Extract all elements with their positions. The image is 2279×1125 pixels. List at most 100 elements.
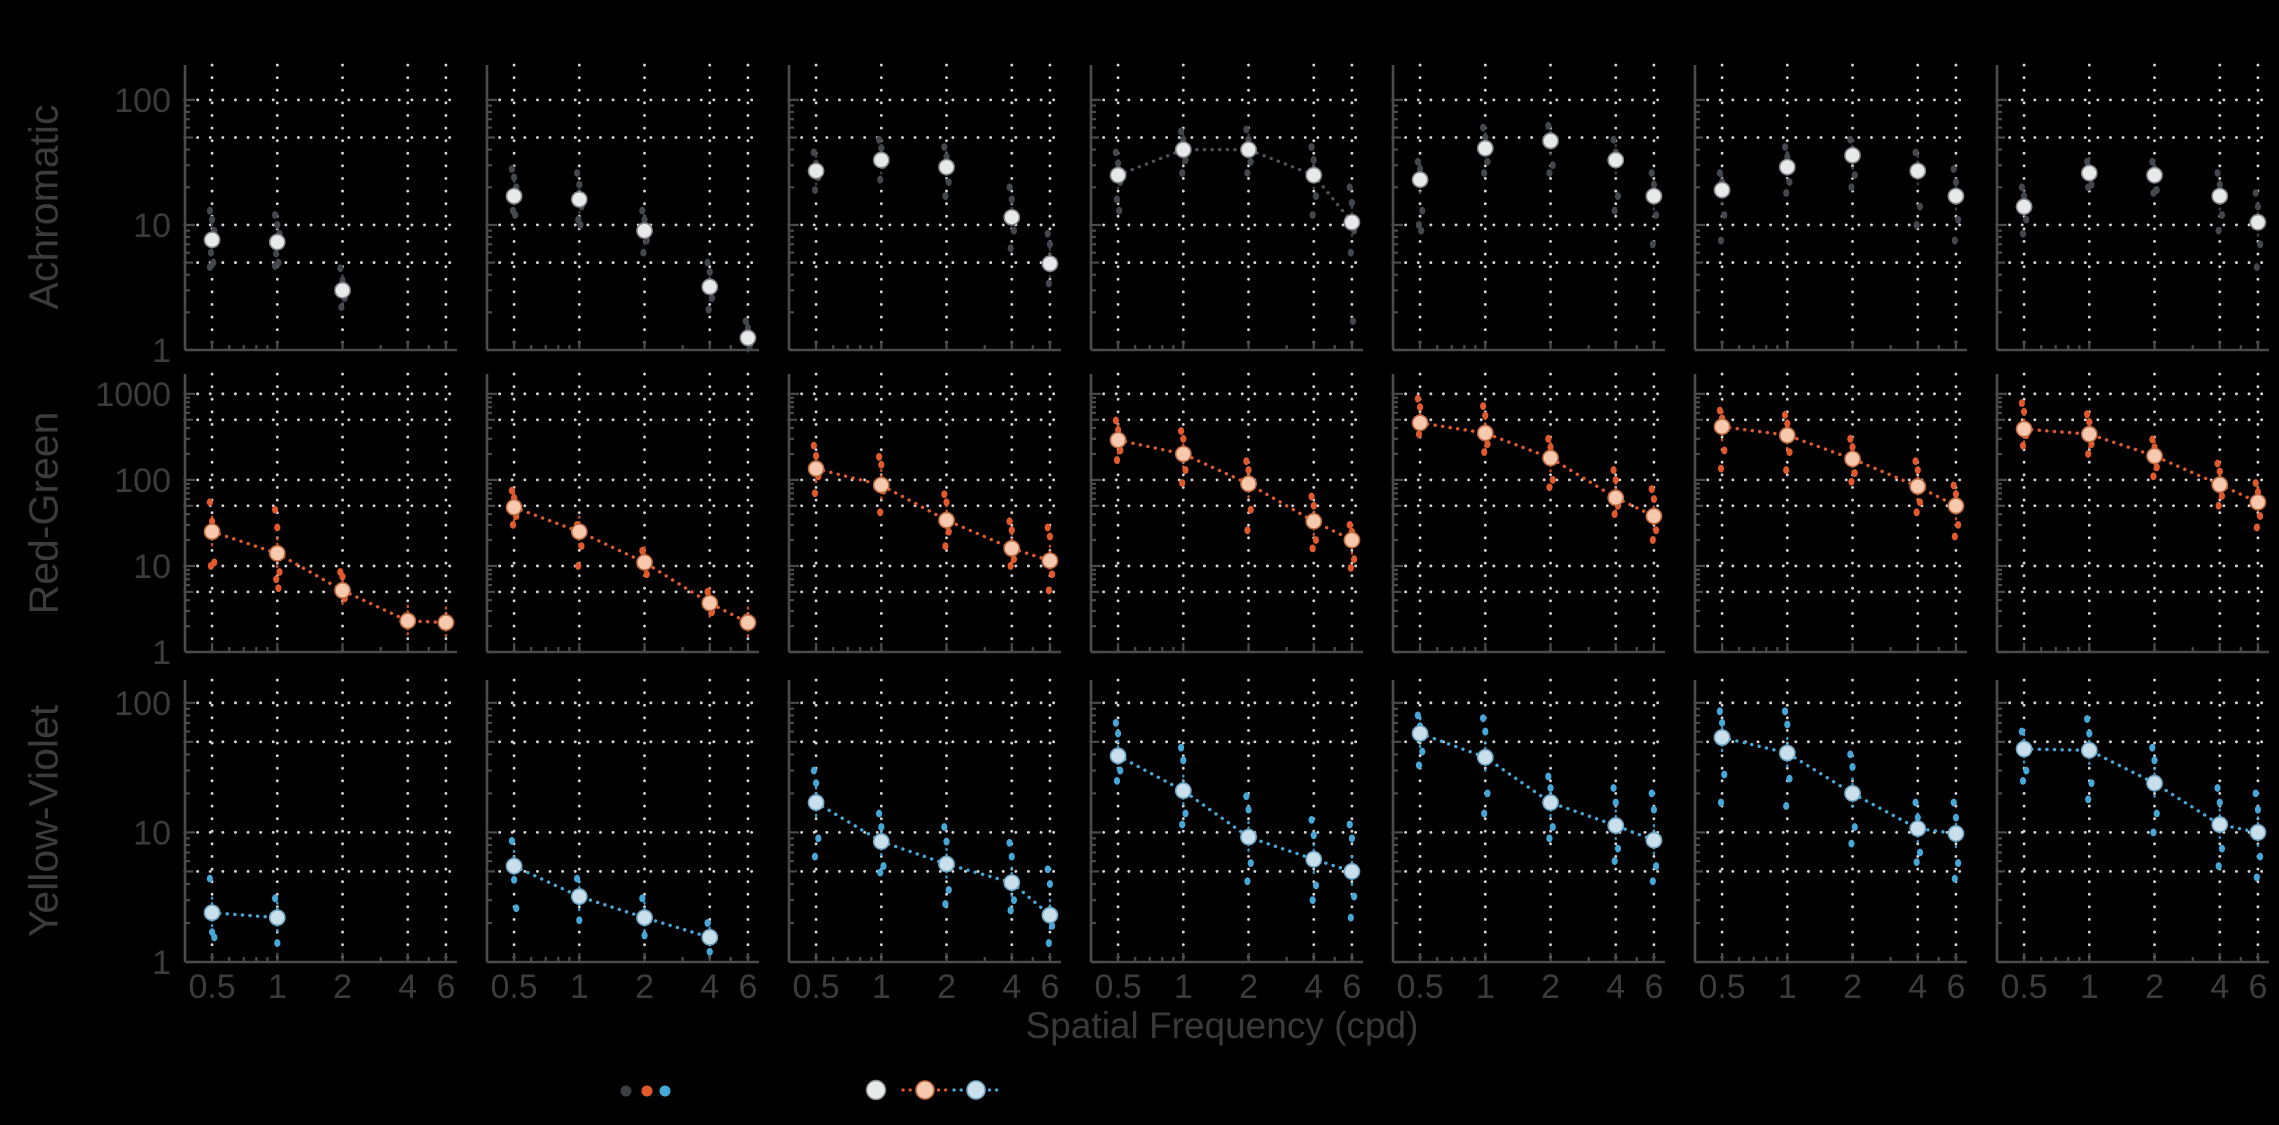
- scatter-point: [1116, 206, 1123, 215]
- scatter-point: [575, 562, 582, 570]
- scatter-point: [2023, 215, 2030, 224]
- scatter-point: [1546, 834, 1553, 843]
- x-tick-label: 0.5: [2000, 968, 2047, 1006]
- panel-r2-c6: [1693, 372, 1969, 654]
- scatter-point: [272, 505, 279, 514]
- scatter-point: [1178, 427, 1185, 435]
- scatter-point: [640, 248, 647, 257]
- panel-r2-c3: [787, 372, 1063, 654]
- mean-marker: [872, 151, 890, 169]
- mean-marker: [2080, 164, 2098, 182]
- scatter-point: [1482, 133, 1489, 142]
- scatter-point: [1950, 798, 1957, 807]
- scatter-point: [1611, 857, 1618, 866]
- scatter-point: [1312, 192, 1320, 201]
- scatter-point: [2019, 229, 2027, 238]
- scatter-point: [1951, 874, 1958, 883]
- panel-r2-c4: [1089, 372, 1365, 654]
- scatter-point: [1112, 718, 1119, 727]
- scatter-point: [1648, 169, 1655, 177]
- mean-marker: [1003, 874, 1021, 891]
- scatter-point: [1347, 563, 1354, 572]
- scatter-point: [1786, 448, 1793, 457]
- scatter-point: [1784, 720, 1791, 729]
- scatter-point: [1044, 523, 1051, 532]
- mean-marker: [872, 476, 890, 494]
- mean-marker: [1174, 445, 1192, 463]
- scatter-point: [1348, 834, 1356, 843]
- scatter-point: [945, 886, 952, 894]
- scatter-point: [2084, 715, 2091, 723]
- scatter-point: [1950, 481, 1957, 490]
- x-tick-label: 2: [937, 968, 956, 1006]
- scatter-point: [1783, 802, 1790, 810]
- mean-marker: [1713, 181, 1731, 199]
- scatter-point: [1717, 798, 1725, 807]
- mean-marker: [1305, 850, 1323, 868]
- mean-marker: [570, 523, 588, 541]
- row-label-yellow-violet: Yellow-Violet: [20, 704, 67, 938]
- scatter-point: [338, 303, 345, 312]
- scatter-point: [1649, 240, 1656, 249]
- scatter-point: [941, 490, 948, 499]
- scatter-point: [1653, 211, 1660, 219]
- mean-marker: [1305, 166, 1323, 184]
- panel-r1-c5: [1391, 63, 1667, 352]
- scatter-point: [1848, 477, 1855, 486]
- scatter-point: [1008, 852, 1015, 861]
- x-tick-label: 0.5: [1698, 968, 1745, 1006]
- scatter-point: [1848, 839, 1855, 848]
- scatter-point: [1545, 434, 1552, 443]
- mean-marker: [1041, 255, 1059, 273]
- scatter-point: [509, 520, 517, 529]
- x-tick-label: 6: [1644, 968, 1663, 1006]
- scatter-point: [943, 837, 950, 846]
- scatter-point: [1481, 809, 1488, 818]
- scatter-point: [1721, 211, 1728, 219]
- mean-marker: [1844, 784, 1861, 802]
- scatter-point: [206, 498, 213, 507]
- x-tick-label: 1: [1778, 968, 1797, 1006]
- mean-marker: [807, 162, 825, 180]
- scatter-point: [704, 258, 711, 267]
- scatter-point: [2253, 873, 2260, 882]
- scatter-point: [1955, 520, 1962, 529]
- mean-marker: [334, 581, 351, 599]
- x-tick-label: 6: [2248, 968, 2267, 1006]
- mean-marker: [268, 233, 286, 251]
- scatter-point: [208, 215, 216, 224]
- scatter-point: [1243, 125, 1250, 134]
- scatter-point: [1913, 221, 1920, 229]
- scatter-point: [1952, 490, 1960, 499]
- scatter-point: [2151, 756, 2158, 765]
- scatter-point: [1179, 479, 1186, 487]
- panel-r3-c4: 0.5 1 2 4 6: [1089, 678, 1365, 1006]
- scatter-point: [2218, 844, 2226, 853]
- x-tick-label: 0.5: [1396, 968, 1443, 1006]
- scatter-point: [1653, 862, 1660, 870]
- scatter-point: [811, 186, 819, 194]
- scatter-point: [1914, 466, 1921, 474]
- scatter-point: [1007, 562, 1014, 570]
- mean-marker: [938, 855, 955, 873]
- mean-marker: [1542, 794, 1559, 811]
- mean-marker: [1476, 748, 1494, 766]
- mean-marker: [570, 888, 588, 905]
- panel-r1-c6: [1693, 63, 1969, 352]
- scatter-point: [878, 460, 885, 469]
- mean-marker: [1003, 539, 1021, 557]
- scatter-point: [276, 568, 283, 576]
- mean-marker: [2146, 447, 2163, 465]
- scatter-point: [1614, 844, 1622, 853]
- mean-marker: [399, 612, 417, 630]
- scatter-point: [206, 206, 213, 215]
- scatter-point: [2018, 183, 2025, 192]
- scatter-point: [1955, 215, 1962, 224]
- scatter-point: [1007, 244, 1014, 253]
- scatter-point: [1783, 189, 1790, 197]
- scatter-point: [1044, 865, 1051, 874]
- scatter-point: [2214, 169, 2221, 177]
- scatter-point: [272, 262, 279, 270]
- scatter-point: [1950, 165, 1957, 173]
- mean-marker: [2080, 425, 2098, 443]
